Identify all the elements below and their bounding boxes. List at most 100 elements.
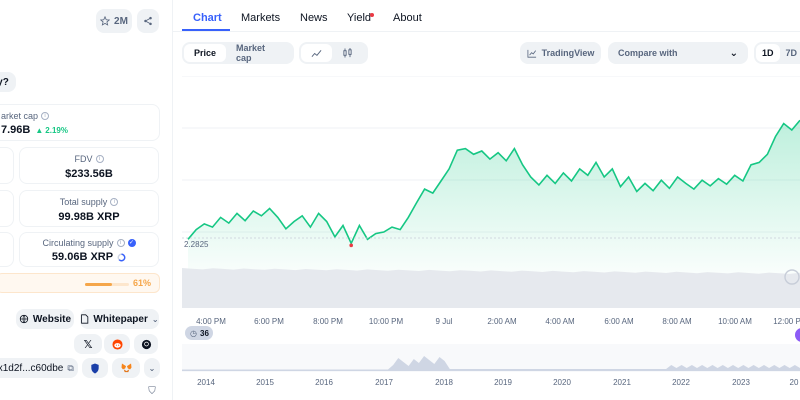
watchlist-count: 2M [114, 15, 128, 27]
x-tick-label: 8:00 AM [662, 317, 692, 326]
chart-type-toggle [299, 42, 368, 64]
x-tick-label: 9 Jul [436, 317, 453, 326]
tab-about[interactable]: About [393, 12, 422, 24]
total-supply-value: 99.98B XRP [58, 211, 120, 223]
x-tick-label: 8:00 PM [313, 317, 343, 326]
metamask-button[interactable] [112, 358, 140, 378]
min-price-label: 2.2825 [184, 240, 209, 249]
whitepaper-label: Whitepaper [93, 313, 148, 325]
tab-markets[interactable]: Markets [241, 12, 281, 24]
line-chart-toggle[interactable] [301, 44, 332, 62]
market-cap-value: 7.96B [1, 124, 31, 136]
shield-button[interactable] [82, 358, 108, 378]
github-icon [141, 339, 151, 349]
tab-yield[interactable]: Yield [347, 12, 372, 24]
x-tick-label: 4:00 AM [545, 317, 575, 326]
price-mcap-toggle: Price Market cap [182, 42, 294, 64]
circulating-supply-label: Circulating supply [42, 238, 114, 248]
more-dropdown[interactable]: ⌄ [144, 358, 160, 378]
tradingview-label: TradingView [541, 48, 595, 58]
price-line [187, 119, 800, 246]
x-axis-ticks: 4:00 PM 6:00 PM 8:00 PM 10:00 PM 9 Jul 2:00 A… [196, 317, 800, 326]
history-volume [182, 356, 800, 371]
tab-bar-divider [173, 31, 800, 32]
history-tick-label: 2019 [494, 378, 512, 387]
x-tick-label: 2:00 AM [487, 317, 517, 326]
info-icon: i [116, 239, 125, 247]
history-tick-label: 2016 [315, 378, 333, 387]
compare-marker[interactable] [795, 328, 800, 342]
total-supply-card: Total supply i 99.98B XRP [19, 190, 159, 227]
market-cap-card: arket cap i 7.96B ▲ 2.19% [0, 104, 160, 141]
reddit-icon [111, 338, 123, 350]
metamask-icon [121, 363, 131, 373]
star-icon [100, 16, 111, 26]
whitepaper-dropdown[interactable]: Whitepaper ⌄ [80, 309, 159, 329]
info-icon: i [95, 155, 104, 163]
range-1d[interactable]: 1D [756, 44, 780, 62]
history-tick-label: 2022 [672, 378, 690, 387]
x-icon: 𝕏 [83, 338, 93, 351]
tab-chart[interactable]: Chart [193, 12, 222, 24]
candlestick-icon [343, 48, 352, 58]
compare-dropdown[interactable]: Compare with ⌄ [608, 42, 748, 64]
candlestick-toggle[interactable] [332, 44, 363, 62]
info-icon: i [41, 112, 50, 120]
new-dot [370, 13, 374, 17]
events-count: 36 [200, 329, 209, 338]
history-tick-label: 2023 [732, 378, 750, 387]
history-navigator[interactable] [182, 344, 800, 372]
supply-progress-fill [85, 283, 112, 286]
total-supply-label: Total supply [59, 197, 108, 207]
github-link[interactable] [134, 334, 158, 354]
reddit-link[interactable] [104, 334, 130, 354]
tab-news[interactable]: News [300, 12, 328, 24]
fdv-value: $233.56B [65, 168, 113, 180]
history-background [182, 344, 800, 372]
events-badge[interactable]: ◷ 36 [185, 326, 213, 340]
website-link[interactable]: Website [16, 309, 74, 329]
question-chip[interactable]: y? [0, 72, 16, 92]
market-cap-label: arket cap [1, 111, 39, 121]
caret-up-icon: ▲ [35, 125, 44, 135]
share-button[interactable] [137, 9, 159, 33]
price-chart[interactable]: 2.2825 4:00 PM 6:00 PM 8:00 PM 10:00 PM 9 Ju… [182, 75, 800, 400]
history-tick-label: 2014 [197, 378, 215, 387]
circulating-supply-value: 59.06B XRP [51, 251, 114, 263]
copy-icon: ⧉ [67, 362, 74, 373]
history-tick-label: 2018 [435, 378, 453, 387]
stat-card-stub [0, 190, 14, 227]
share-icon [144, 16, 152, 26]
market-cap-change: 2.19% [45, 125, 68, 135]
watchlist-button[interactable]: 2M [96, 9, 132, 33]
price-chart-svg: 2.2825 4:00 PM 6:00 PM 8:00 PM 10:00 PM 9 Ju… [182, 75, 800, 387]
x-tick-label: 6:00 AM [604, 317, 634, 326]
x-tick-label: 4:00 PM [196, 317, 226, 326]
x-tick-label: 12:00 P [773, 317, 800, 326]
volume-band [182, 268, 800, 308]
contract-text: 0x1d2f...c60dbe [0, 362, 64, 374]
chart-icon [527, 49, 536, 58]
low-price-marker [349, 243, 353, 248]
chevron-down-icon: ⌄ [151, 314, 159, 324]
feedback-icon[interactable]: ⛉ [148, 386, 156, 397]
contract-address[interactable]: 0x1d2f...c60dbe ⧉ [0, 358, 78, 378]
x-social-link[interactable]: 𝕏 [74, 334, 102, 354]
chevron-down-icon: ⌄ [729, 47, 738, 59]
panel-divider [172, 0, 173, 400]
tradingview-button[interactable]: TradingView [520, 42, 601, 64]
price-toggle[interactable]: Price [184, 44, 227, 62]
volume-area [182, 268, 800, 308]
range-7d[interactable]: 7D [785, 48, 798, 58]
verified-icon: ✓ [127, 239, 136, 247]
history-tick-label: 2020 [553, 378, 571, 387]
fdv-label: FDV [74, 154, 93, 164]
market-cap-toggle[interactable]: Market cap [236, 43, 266, 63]
info-icon: i [110, 198, 119, 206]
clock-icon: ◷ [190, 329, 197, 338]
circulating-supply-card: Circulating supply i ✓ 59.06B XRP [19, 232, 159, 267]
compare-label: Compare with [618, 48, 678, 58]
shield-icon [91, 362, 99, 374]
supply-progress-track [85, 283, 129, 286]
website-label: Website [32, 313, 72, 325]
